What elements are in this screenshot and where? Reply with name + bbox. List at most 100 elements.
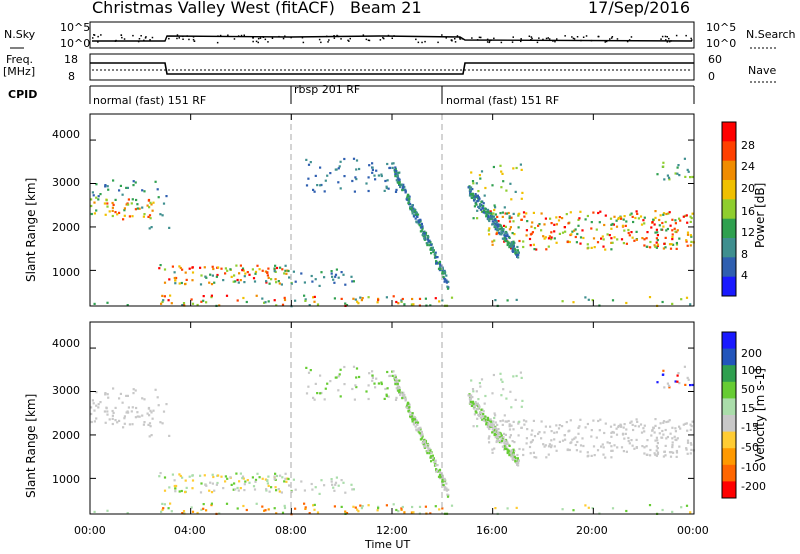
echo-cell: [531, 439, 534, 442]
echo-cell: [561, 508, 564, 511]
echo-cell: [603, 431, 606, 435]
echo-cell: [148, 227, 151, 230]
nsky-label: N.Sky: [4, 28, 36, 41]
echo-cell: [104, 392, 107, 395]
echo-cell: [441, 299, 444, 302]
echo-cell: [561, 300, 564, 303]
echo-cell: [173, 479, 176, 482]
echo-cell: [597, 419, 600, 423]
echo-cell: [497, 428, 500, 431]
echo-cell: [601, 235, 604, 238]
echo-cell: [506, 299, 509, 302]
echo-cell: [136, 411, 139, 414]
echo-cell: [334, 376, 337, 379]
echo-cell: [674, 219, 677, 222]
echo-cell: [131, 423, 134, 426]
echo-cell: [553, 445, 556, 448]
echo-cell: [367, 384, 370, 387]
echo-cell: [224, 480, 227, 483]
echo-cell: [676, 437, 679, 440]
echo-cell: [169, 502, 172, 505]
echo-cell: [215, 483, 218, 486]
echo-cell: [683, 157, 686, 160]
echo-cell: [505, 420, 509, 423]
echo-cell: [685, 240, 688, 243]
echo-cell: [595, 436, 598, 439]
echo-cell: [520, 376, 523, 379]
echo-cell: [280, 491, 283, 494]
echo-cell: [687, 378, 690, 381]
echo-cell: [686, 233, 690, 236]
echo-cell: [656, 239, 659, 242]
echo-cell: [565, 213, 568, 216]
echo-cell: [112, 411, 115, 414]
echo-cell: [506, 441, 509, 444]
echo-cell: [111, 409, 114, 413]
echo-cell: [567, 222, 570, 225]
power-ytick-3000: 3000: [52, 176, 80, 189]
echo-cell: [408, 198, 411, 201]
echo-cell: [394, 383, 397, 386]
echo-cell: [437, 267, 441, 270]
echo-cell: [623, 215, 626, 218]
echo-cell: [261, 269, 264, 272]
echo-cell: [603, 223, 606, 227]
date-title: 17/Sep/2016: [588, 0, 691, 17]
echo-cell: [505, 447, 508, 450]
echo-cell: [501, 215, 504, 218]
freq-bottom-tick: 8: [68, 70, 75, 83]
echo-cell: [649, 448, 652, 452]
echo-cell: [305, 392, 309, 395]
echo-cell: [493, 221, 496, 224]
echo-cell: [395, 387, 398, 390]
echo-cell: [438, 470, 441, 473]
nsearch-dot: [489, 40, 491, 42]
echo-cell: [673, 435, 676, 438]
echo-cell: [383, 397, 386, 400]
echo-cell: [476, 200, 479, 203]
echo-cell: [570, 441, 573, 444]
echo-cell: [420, 430, 423, 433]
echo-cell: [107, 396, 110, 399]
echo-cell: [478, 382, 481, 385]
echo-cell: [481, 418, 484, 421]
echo-cell: [404, 399, 407, 402]
echo-cell: [488, 425, 491, 428]
echo-cell: [412, 423, 416, 426]
echo-cell: [426, 446, 430, 449]
echo-cell: [112, 203, 115, 206]
echo-cell: [95, 196, 98, 199]
echo-cell: [473, 413, 476, 416]
echo-cell: [521, 191, 524, 194]
echo-cell: [578, 425, 581, 428]
echo-cell: [487, 229, 490, 232]
echo-cell: [592, 237, 596, 240]
echo-cell: [633, 447, 636, 450]
echo-cell: [501, 211, 504, 214]
echo-cell: [685, 239, 688, 242]
echo-cell: [491, 392, 494, 395]
echo-cell: [654, 231, 657, 234]
freq-label: Freq.: [6, 53, 34, 66]
echo-cell: [410, 303, 413, 306]
echo-cell: [471, 400, 474, 403]
nsearch-dot: [538, 37, 540, 39]
echo-cell: [330, 272, 333, 275]
echo-cell: [168, 226, 171, 229]
echo-cell: [501, 439, 504, 443]
echo-cell: [547, 237, 551, 240]
echo-cell: [375, 377, 378, 380]
echo-cell: [602, 245, 605, 248]
echo-cell: [337, 167, 340, 170]
echo-cell: [497, 433, 500, 436]
echo-cell: [443, 478, 446, 481]
nsearch-dot: [290, 36, 292, 39]
echo-cell: [184, 271, 187, 274]
echo-cell: [579, 242, 582, 245]
echo-cell: [548, 235, 551, 238]
echo-cell: [488, 427, 491, 431]
echo-cell: [99, 193, 102, 196]
echo-cell: [400, 184, 403, 187]
echo-cell: [690, 448, 693, 451]
xtick-4: 16:00: [476, 524, 508, 537]
